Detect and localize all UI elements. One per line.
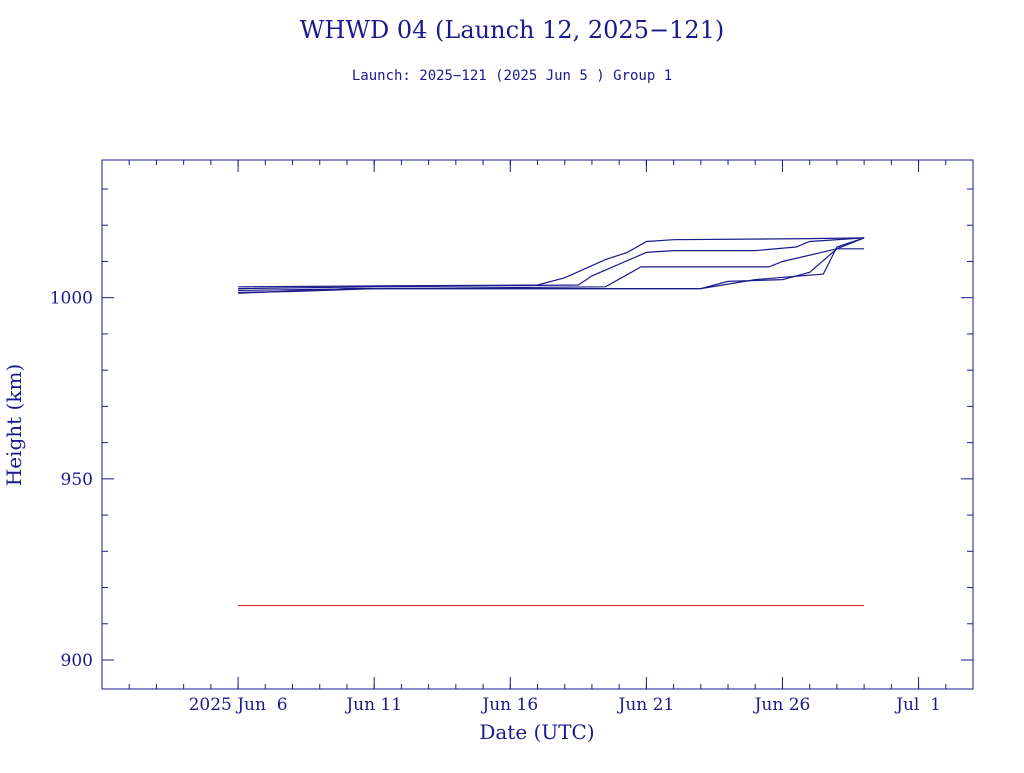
series-line-2	[238, 237, 865, 290]
series-line-3	[238, 248, 865, 291]
x-tick-label: 2025 Jun 6	[189, 695, 288, 715]
series-lines	[238, 237, 865, 294]
chart-title: WHWD 04 (Launch 12, 2025−121)	[300, 16, 725, 44]
series-line-5	[238, 237, 865, 294]
x-tick-label: Jun 11	[344, 695, 402, 715]
x-axis-label: Date (UTC)	[479, 720, 594, 744]
axis-ticks	[101, 160, 974, 689]
y-tick-label: 950	[61, 470, 93, 490]
series-line-1	[238, 237, 865, 288]
tick-labels: 2025 Jun 6 Jun 11 Jun 16 Jun 21 Jun 26 Jul 1 9…	[50, 289, 941, 715]
chart-subtitle: Launch: 2025−121 (2025 Jun 5 ) Group 1	[352, 68, 672, 84]
x-tick-label: Jun 26	[753, 695, 811, 715]
y-tick-label: 1000	[50, 289, 93, 309]
y-axis-label: Height (km)	[2, 364, 26, 486]
series-line-4	[238, 237, 865, 293]
x-tick-label: Jun 16	[480, 695, 538, 715]
y-tick-label: 900	[61, 651, 93, 671]
x-tick-label: Jun 21	[617, 695, 675, 715]
x-tick-label: Jul 1	[894, 695, 941, 715]
